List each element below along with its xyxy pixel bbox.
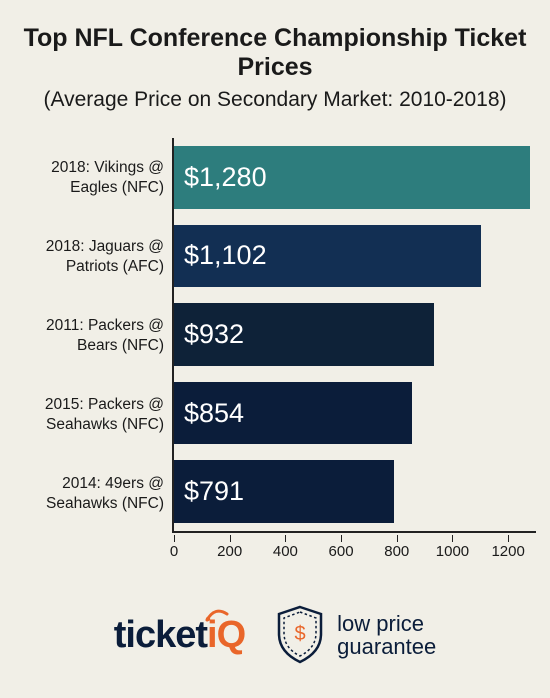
x-tick: [230, 535, 231, 542]
logo-text-a: ticket: [114, 614, 207, 657]
bar: $932: [174, 303, 434, 366]
x-tick-label: 0: [170, 543, 178, 560]
logo-text-b: iQ: [207, 614, 245, 657]
x-tick: [397, 535, 398, 542]
y-axis-label: 2015: Packers @Seahawks (NFC): [14, 375, 172, 454]
plot-region: $1,280 $1,102 $932 $854 $791: [172, 138, 536, 533]
footer: ticket iQ $ low price guarantee: [14, 604, 536, 666]
bar: $1,102: [174, 225, 481, 288]
bar-value-label: $791: [184, 476, 244, 507]
x-tick-label: 200: [217, 543, 242, 560]
bar: $1,280: [174, 146, 530, 209]
x-axis: 020040060080010001200: [174, 535, 536, 565]
y-axis-label: 2018: Vikings @Eagles (NFC): [14, 138, 172, 217]
bar-value-label: $932: [184, 319, 244, 350]
bar-row: $932: [174, 295, 536, 374]
y-axis-label: 2014: 49ers @Seahawks (NFC): [14, 454, 172, 533]
y-axis-label: 2011: Packers @Bears (NFC): [14, 296, 172, 375]
shield-icon: $: [273, 604, 327, 666]
x-tick-label: 400: [273, 543, 298, 560]
x-tick-label: 1000: [436, 543, 469, 560]
x-tick: [341, 535, 342, 542]
guarantee-logo: $ low price guarantee: [273, 604, 436, 666]
chart-subtitle: (Average Price on Secondary Market: 2010…: [14, 88, 536, 112]
x-tick-label: 800: [384, 543, 409, 560]
bar-row: $854: [174, 374, 536, 453]
bar: $854: [174, 382, 412, 445]
x-tick: [174, 535, 175, 542]
chart-area: 2018: Vikings @Eagles (NFC)2018: Jaguars…: [14, 138, 536, 568]
bar-value-label: $1,102: [184, 240, 267, 271]
x-tick: [508, 535, 509, 542]
y-axis-labels: 2018: Vikings @Eagles (NFC)2018: Jaguars…: [14, 138, 172, 533]
bar-value-label: $1,280: [184, 162, 267, 193]
bar-row: $1,280: [174, 138, 536, 217]
bar-value-label: $854: [184, 398, 244, 429]
bar-row: $791: [174, 452, 536, 531]
x-tick-label: 1200: [491, 543, 524, 560]
x-tick-label: 600: [329, 543, 354, 560]
chart-title: Top NFL Conference Championship Ticket P…: [14, 24, 536, 82]
x-tick: [285, 535, 286, 542]
y-axis-label: 2018: Jaguars @Patriots (AFC): [14, 217, 172, 296]
ticketiq-logo: ticket iQ: [114, 614, 245, 657]
bar: $791: [174, 460, 394, 523]
bar-row: $1,102: [174, 217, 536, 296]
x-tick: [452, 535, 453, 542]
guarantee-text: low price guarantee: [337, 612, 436, 658]
svg-text:$: $: [295, 623, 306, 645]
